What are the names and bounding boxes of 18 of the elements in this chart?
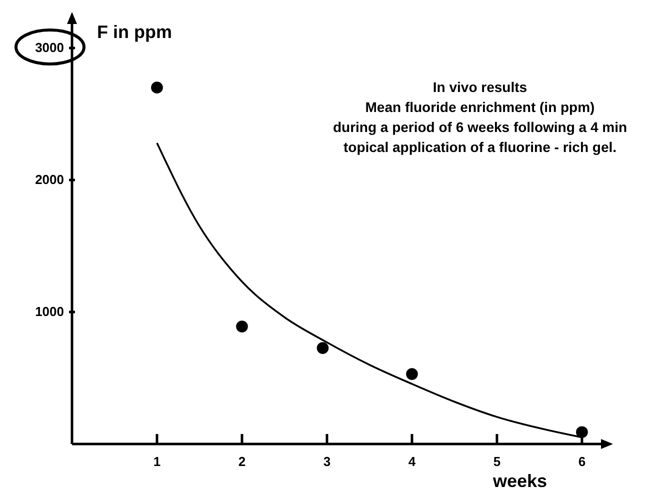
x-tick-label: 1 bbox=[153, 454, 161, 470]
text: Mean fluoride enrichment (in ppm) during a period of 6 weeks following a 4 min topical application of a fluorine - rich gel. bbox=[332, 99, 628, 155]
x-tick-label: 2 bbox=[238, 454, 246, 470]
x-tick-label: 3 bbox=[323, 454, 331, 470]
point bbox=[576, 426, 588, 438]
point bbox=[151, 82, 163, 94]
x-axis-title: weeks bbox=[492, 471, 548, 490]
y-axis-title: F in ppm bbox=[97, 22, 172, 42]
y-tick-label: 3000 bbox=[35, 40, 64, 56]
y-tick-label: 1000 bbox=[35, 304, 64, 320]
y-tick-label: 2000 bbox=[35, 172, 64, 188]
point bbox=[316, 342, 329, 354]
text: In vivo results bbox=[432, 79, 528, 95]
x-tick-label: 4 bbox=[408, 454, 416, 470]
point bbox=[236, 320, 248, 332]
x-tick-label: 6 bbox=[578, 454, 586, 470]
x-tick-label: 5 bbox=[493, 454, 501, 470]
point bbox=[406, 368, 418, 380]
